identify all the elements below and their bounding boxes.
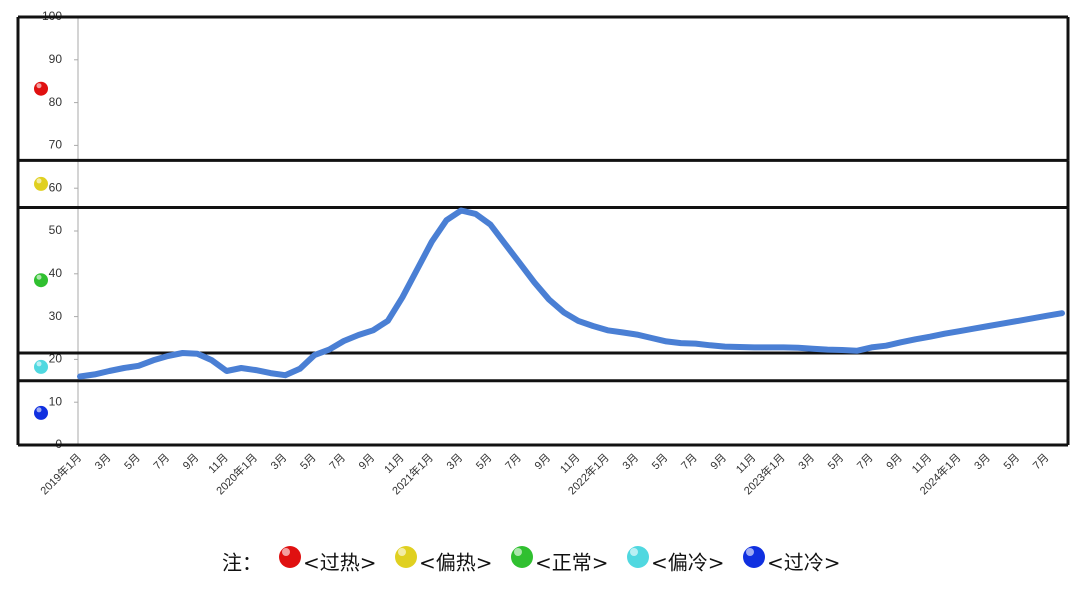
- legend-swatch-shine: [514, 548, 522, 556]
- y-tick-label: 80: [49, 95, 63, 109]
- x-tick-label: 7月: [855, 452, 876, 473]
- legend-prefix: 注：: [222, 551, 262, 575]
- x-tick-label: 11月: [206, 452, 230, 476]
- legend-label: <过冷>: [767, 551, 841, 575]
- zone-dot-shine: [36, 361, 42, 367]
- zone-dot: [34, 405, 48, 420]
- legend-label: <偏冷>: [651, 551, 725, 575]
- y-tick-label: 20: [49, 352, 63, 366]
- x-tick-label: 9月: [708, 452, 729, 473]
- y-tick-label: 70: [49, 138, 63, 152]
- legend-swatch: [395, 546, 417, 568]
- x-tick-label: 5月: [298, 452, 319, 473]
- x-tick-label: 11月: [734, 452, 758, 476]
- x-tick-label: 3月: [796, 452, 817, 473]
- x-tick-label: 9月: [533, 452, 554, 473]
- zone-dot: [34, 176, 48, 191]
- zone-dot: [34, 359, 48, 374]
- y-tick-label: 60: [49, 180, 63, 194]
- x-tick-label: 3月: [621, 452, 642, 473]
- legend-swatch-shine: [746, 548, 754, 556]
- y-tick-label: 90: [49, 52, 63, 66]
- x-tick-label: 11月: [558, 452, 582, 476]
- x-tick-label: 2019年1月: [37, 450, 84, 497]
- data-line: [77, 207, 1065, 380]
- x-tick-label: 7月: [152, 452, 173, 473]
- legend-label: <正常>: [535, 551, 609, 575]
- zone-dot: [34, 81, 48, 96]
- legend-swatch-shine: [630, 548, 638, 556]
- x-tick-label: 7月: [327, 452, 348, 473]
- x-tick-label: 5月: [650, 452, 671, 473]
- legend-swatch-shine: [398, 548, 406, 556]
- zone-dot-shine: [36, 407, 42, 413]
- legend-label: <偏热>: [419, 551, 493, 575]
- x-tick-label: 7月: [679, 452, 700, 473]
- zone-dot-shine: [36, 274, 42, 280]
- x-tick-label: 3月: [93, 452, 114, 473]
- x-tick-label: 9月: [884, 452, 905, 473]
- x-tick-label: 11月: [910, 452, 934, 476]
- x-tick-label: 3月: [445, 452, 466, 473]
- legend-swatch: [511, 546, 533, 568]
- x-tick-label: 9月: [357, 452, 378, 473]
- y-tick-label: 30: [49, 309, 63, 323]
- x-tick-label: 7月: [1031, 452, 1052, 473]
- x-tick-label: 5月: [474, 452, 495, 473]
- legend-swatch: [279, 546, 301, 568]
- y-tick-label: 50: [49, 223, 63, 237]
- x-tick-label: 3月: [972, 452, 993, 473]
- legend-swatch: [627, 546, 649, 568]
- zone-dot-shine: [36, 178, 42, 184]
- x-tick-label: 9月: [181, 452, 202, 473]
- zone-dot-shine: [36, 83, 42, 89]
- x-tick-label: 5月: [1002, 452, 1023, 473]
- y-tick-label: 40: [49, 266, 63, 280]
- legend-swatch-shine: [282, 548, 290, 556]
- x-tick-label: 5月: [826, 452, 847, 473]
- x-tick-label: 7月: [503, 452, 524, 473]
- x-tick-label: 3月: [269, 452, 290, 473]
- legend-label: <过热>: [303, 551, 377, 575]
- zone-dot: [34, 273, 48, 288]
- y-tick-label: 10: [49, 394, 63, 408]
- x-tick-label: 11月: [382, 452, 406, 476]
- x-tick-label: 5月: [122, 452, 143, 473]
- legend-swatch: [743, 546, 765, 568]
